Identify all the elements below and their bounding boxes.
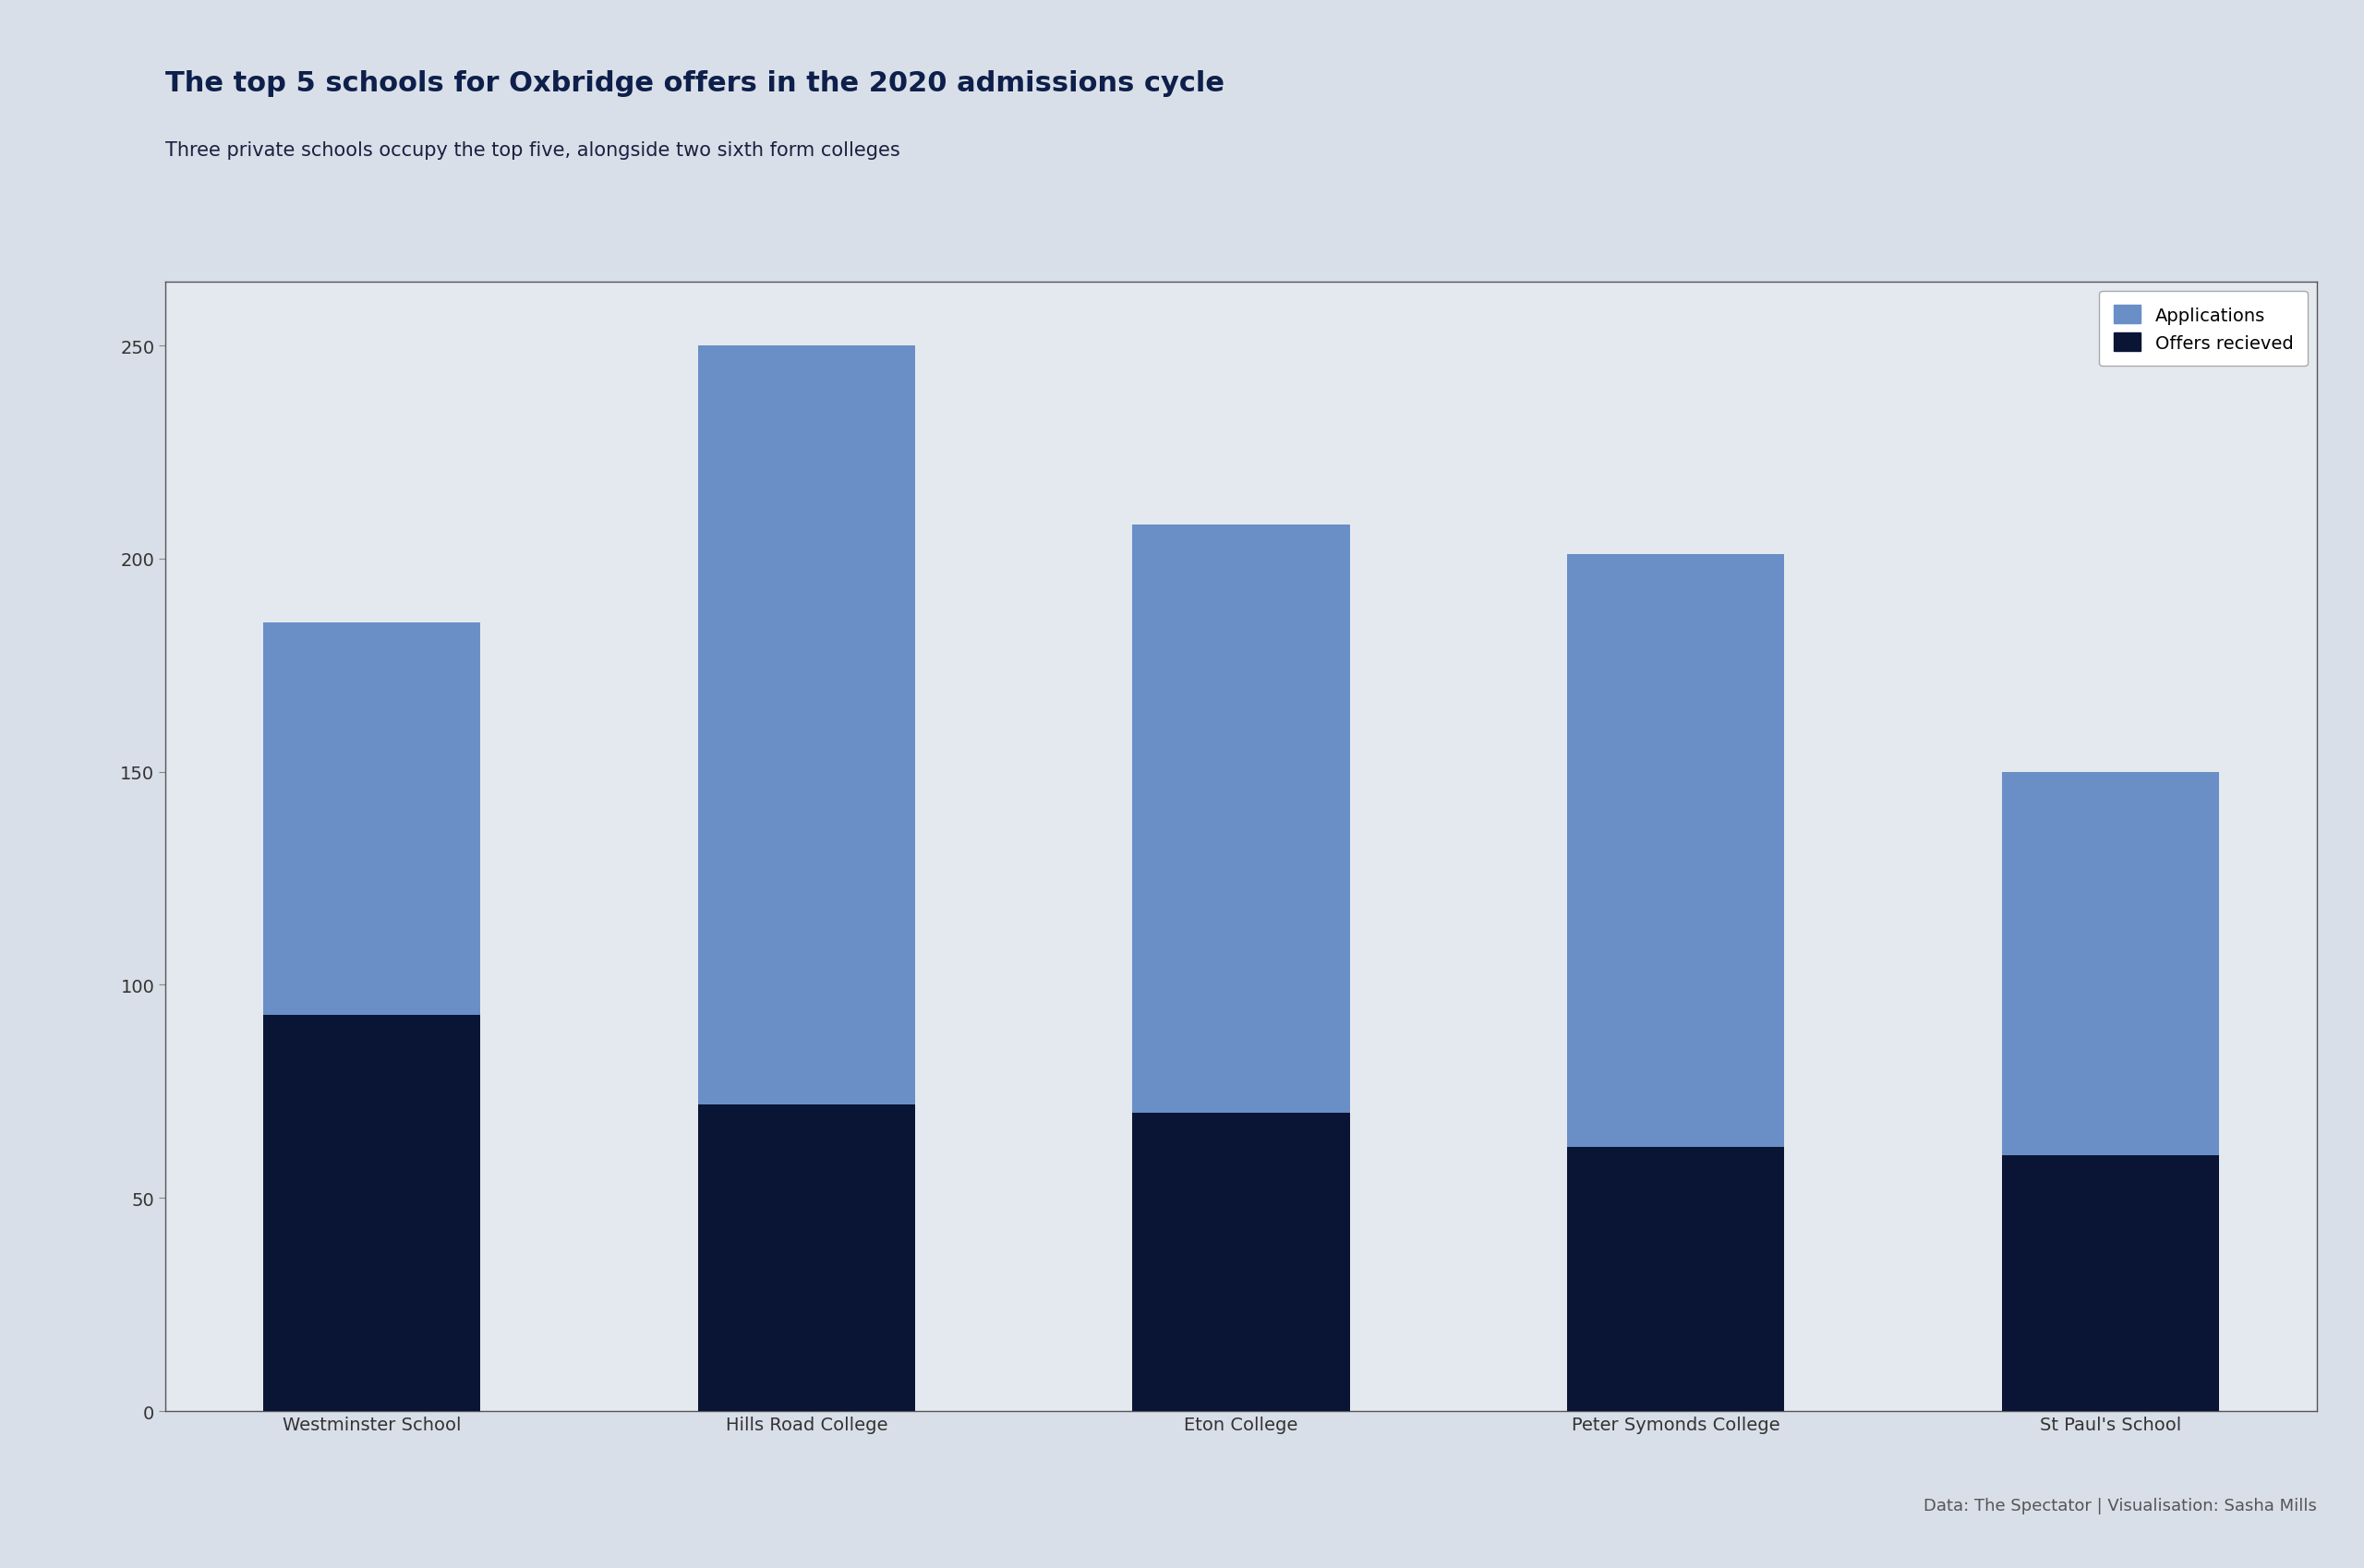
Bar <box>697 1104 915 1411</box>
Legend: Applications, Offers recieved: Applications, Offers recieved <box>2099 292 2307 367</box>
Text: Three private schools occupy the top five, alongside two sixth form colleges: Three private schools occupy the top fiv… <box>165 141 901 160</box>
Text: Data: The Spectator | Visualisation: Sasha Mills: Data: The Spectator | Visualisation: Sas… <box>1924 1496 2317 1513</box>
Bar <box>2002 771 2220 1156</box>
Text: The top 5 schools for Oxbridge offers in the 2020 admissions cycle: The top 5 schools for Oxbridge offers in… <box>165 71 1225 97</box>
Bar <box>1132 525 1350 1113</box>
Bar <box>262 1014 480 1411</box>
Bar <box>1132 1113 1350 1411</box>
Bar <box>262 622 480 1014</box>
Bar <box>697 347 915 1104</box>
Bar <box>1567 555 1785 1148</box>
Bar <box>1567 1148 1785 1411</box>
Bar <box>2002 1156 2220 1411</box>
